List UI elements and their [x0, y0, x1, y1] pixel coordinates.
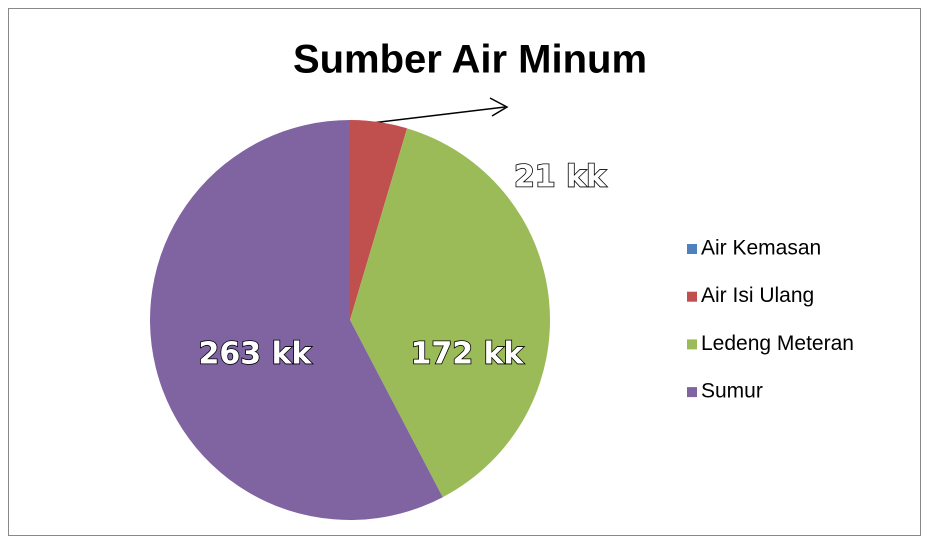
- legend-label: Ledeng Meteran: [701, 332, 854, 355]
- annotation-arrow: [354, 106, 506, 126]
- legend-swatch: [687, 387, 697, 398]
- data-label: 21 kk: [514, 160, 607, 195]
- pie-slice: [350, 120, 408, 320]
- chart-title: Sumber Air Minum: [293, 38, 647, 82]
- legend-label: Air Kemasan: [701, 237, 821, 260]
- legend-label: Sumur: [701, 380, 763, 403]
- legend-label: Air Isi Ulang: [701, 284, 814, 307]
- pie-slice: [150, 120, 443, 520]
- data-label: 172 kk: [411, 337, 525, 372]
- legend-swatch: [687, 339, 697, 350]
- legend-swatch: [687, 291, 697, 302]
- legend-swatch: [687, 244, 697, 254]
- arrow-head: [489, 97, 509, 117]
- pie-slice: [350, 128, 550, 498]
- data-label: 263 kk: [199, 337, 313, 372]
